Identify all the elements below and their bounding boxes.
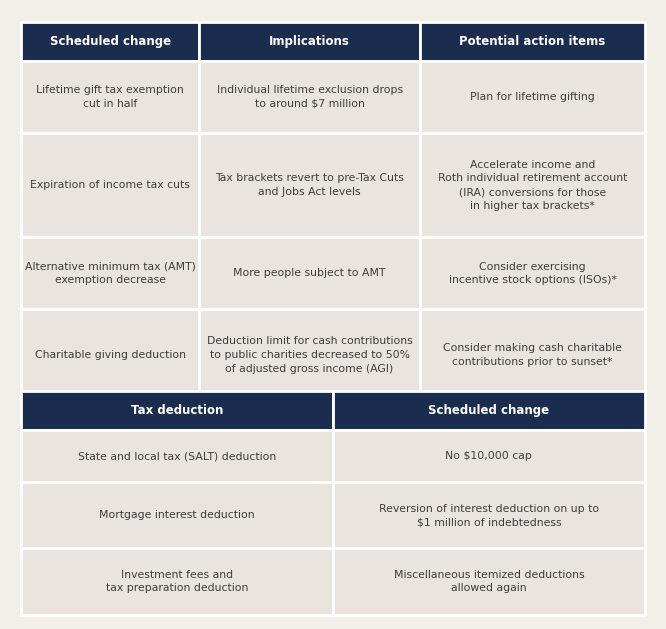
- Text: Tax brackets revert to pre-Tax Cuts
and Jobs Act levels: Tax brackets revert to pre-Tax Cuts and …: [215, 174, 404, 197]
- Text: More people subject to AMT: More people subject to AMT: [233, 269, 386, 278]
- Text: State and local tax (SALT) deduction: State and local tax (SALT) deduction: [78, 452, 276, 461]
- Bar: [21, 391, 333, 430]
- Bar: [420, 309, 645, 401]
- Bar: [420, 133, 645, 237]
- Bar: [199, 309, 420, 401]
- Bar: [21, 237, 199, 309]
- Bar: [333, 482, 645, 548]
- Text: Deduction limit for cash contributions
to public charities decreased to 50%
of a: Deduction limit for cash contributions t…: [206, 337, 412, 374]
- Text: Tax deduction: Tax deduction: [131, 404, 223, 417]
- Text: Individual lifetime exclusion drops
to around $7 million: Individual lifetime exclusion drops to a…: [216, 86, 403, 109]
- Bar: [333, 391, 645, 430]
- Text: Investment fees and
tax preparation deduction: Investment fees and tax preparation dedu…: [106, 570, 248, 593]
- Text: Consider making cash charitable
contributions prior to sunset*: Consider making cash charitable contribu…: [443, 343, 622, 367]
- Text: Mortgage interest deduction: Mortgage interest deduction: [99, 511, 255, 520]
- Text: Lifetime gift tax exemption
cut in half: Lifetime gift tax exemption cut in half: [36, 86, 184, 109]
- Bar: [333, 430, 645, 482]
- Text: No $10,000 cap: No $10,000 cap: [446, 452, 532, 461]
- Bar: [21, 430, 333, 482]
- Text: Scheduled change: Scheduled change: [428, 404, 549, 417]
- Bar: [21, 548, 333, 615]
- Bar: [199, 61, 420, 133]
- Text: Miscellaneous itemized deductions
allowed again: Miscellaneous itemized deductions allowe…: [394, 570, 584, 593]
- Text: Potential action items: Potential action items: [460, 35, 605, 48]
- Bar: [199, 237, 420, 309]
- Text: Reversion of interest deduction on up to
$1 million of indebtedness: Reversion of interest deduction on up to…: [379, 504, 599, 527]
- Text: Scheduled change: Scheduled change: [49, 35, 170, 48]
- Bar: [420, 61, 645, 133]
- Text: Expiration of income tax cuts: Expiration of income tax cuts: [30, 181, 190, 190]
- Text: Charitable giving deduction: Charitable giving deduction: [35, 350, 186, 360]
- Bar: [21, 22, 199, 61]
- Text: Implications: Implications: [269, 35, 350, 48]
- Bar: [21, 133, 199, 237]
- Bar: [21, 61, 199, 133]
- Text: Plan for lifetime gifting: Plan for lifetime gifting: [470, 92, 595, 102]
- Bar: [420, 237, 645, 309]
- Text: Consider exercising
incentive stock options (ISOs)*: Consider exercising incentive stock opti…: [448, 262, 617, 285]
- Text: Accelerate income and
Roth individual retirement account
(IRA) conversions for t: Accelerate income and Roth individual re…: [438, 160, 627, 211]
- Text: Alternative minimum tax (AMT)
exemption decrease: Alternative minimum tax (AMT) exemption …: [25, 262, 196, 285]
- Bar: [21, 309, 199, 401]
- Bar: [333, 548, 645, 615]
- Bar: [21, 482, 333, 548]
- Bar: [420, 22, 645, 61]
- Bar: [199, 22, 420, 61]
- Bar: [199, 133, 420, 237]
